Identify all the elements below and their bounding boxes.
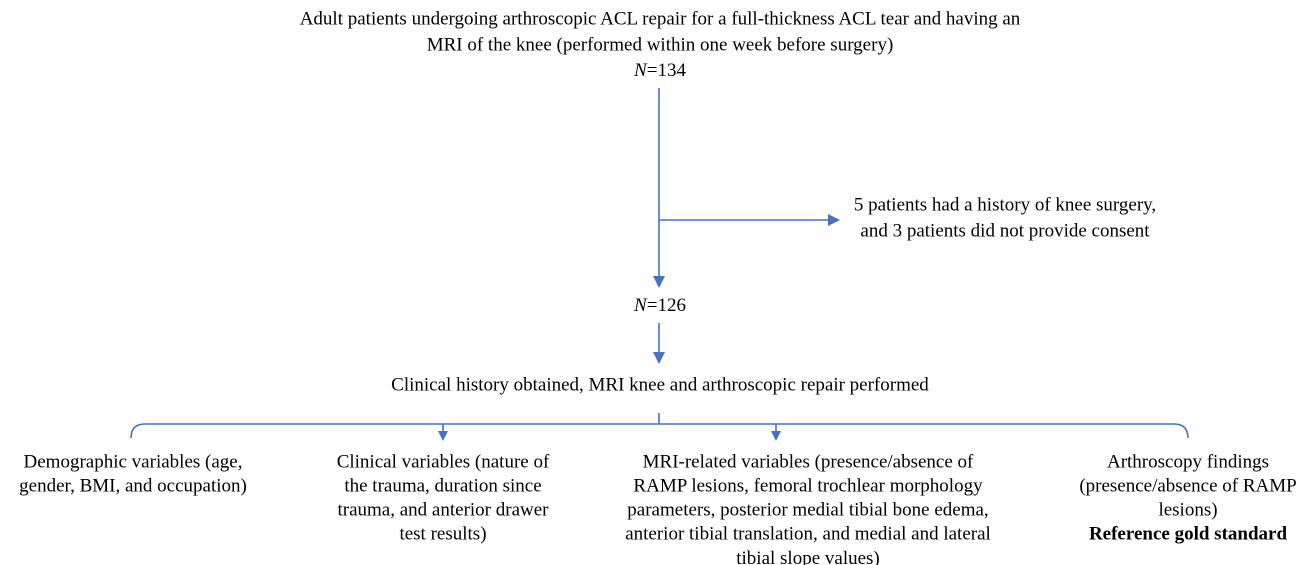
variable-text: Clinical variables (nature of [337,451,550,472]
variable-text: test results) [399,523,486,544]
included-count: N=126 [633,295,686,316]
variable-text: parameters, posterior medial tibial bone… [627,499,988,520]
exclusion-text: 5 patients had a history of knee surgery… [854,194,1156,215]
count-value: =126 [647,295,686,316]
variable-text: RAMP lesions, femoral trochlear morpholo… [633,475,983,496]
reference-note: Reference gold standard [1089,523,1288,544]
variable-text: the trauma, duration since [344,475,541,496]
variable-text: (presence/absence of RAMP [1079,475,1296,496]
start-text: MRI of the knee (performed within one we… [427,34,894,55]
variable-text: Arthroscopy findings [1107,451,1269,472]
count-value: =134 [647,60,687,81]
variable-text: gender, BMI, and occupation) [19,475,247,496]
procedure-text: Clinical history obtained, MRI knee and … [391,374,929,395]
arrowhead [653,276,665,288]
variable-text: lesions) [1158,499,1217,520]
arrowhead [653,352,665,364]
start-text: Adult patients undergoing arthroscopic A… [300,8,1021,29]
variable-text: MRI-related variables (presence/absence … [643,451,974,472]
variable-text: tibial slope values) [736,548,880,565]
start-count: N=134 [633,60,686,81]
arrowhead [828,214,840,226]
variable-text: anterior tibial translation, and medial … [625,523,991,544]
exclusion-text: and 3 patients did not provide consent [860,220,1150,241]
arrowhead [438,431,448,441]
arrowhead [771,431,781,441]
variable-text: trauma, and anterior drawer [337,499,549,520]
count-var: N [633,295,648,316]
count-var: N [633,60,648,81]
bracket [130,423,1189,439]
variable-text: Demographic variables (age, [24,451,243,472]
